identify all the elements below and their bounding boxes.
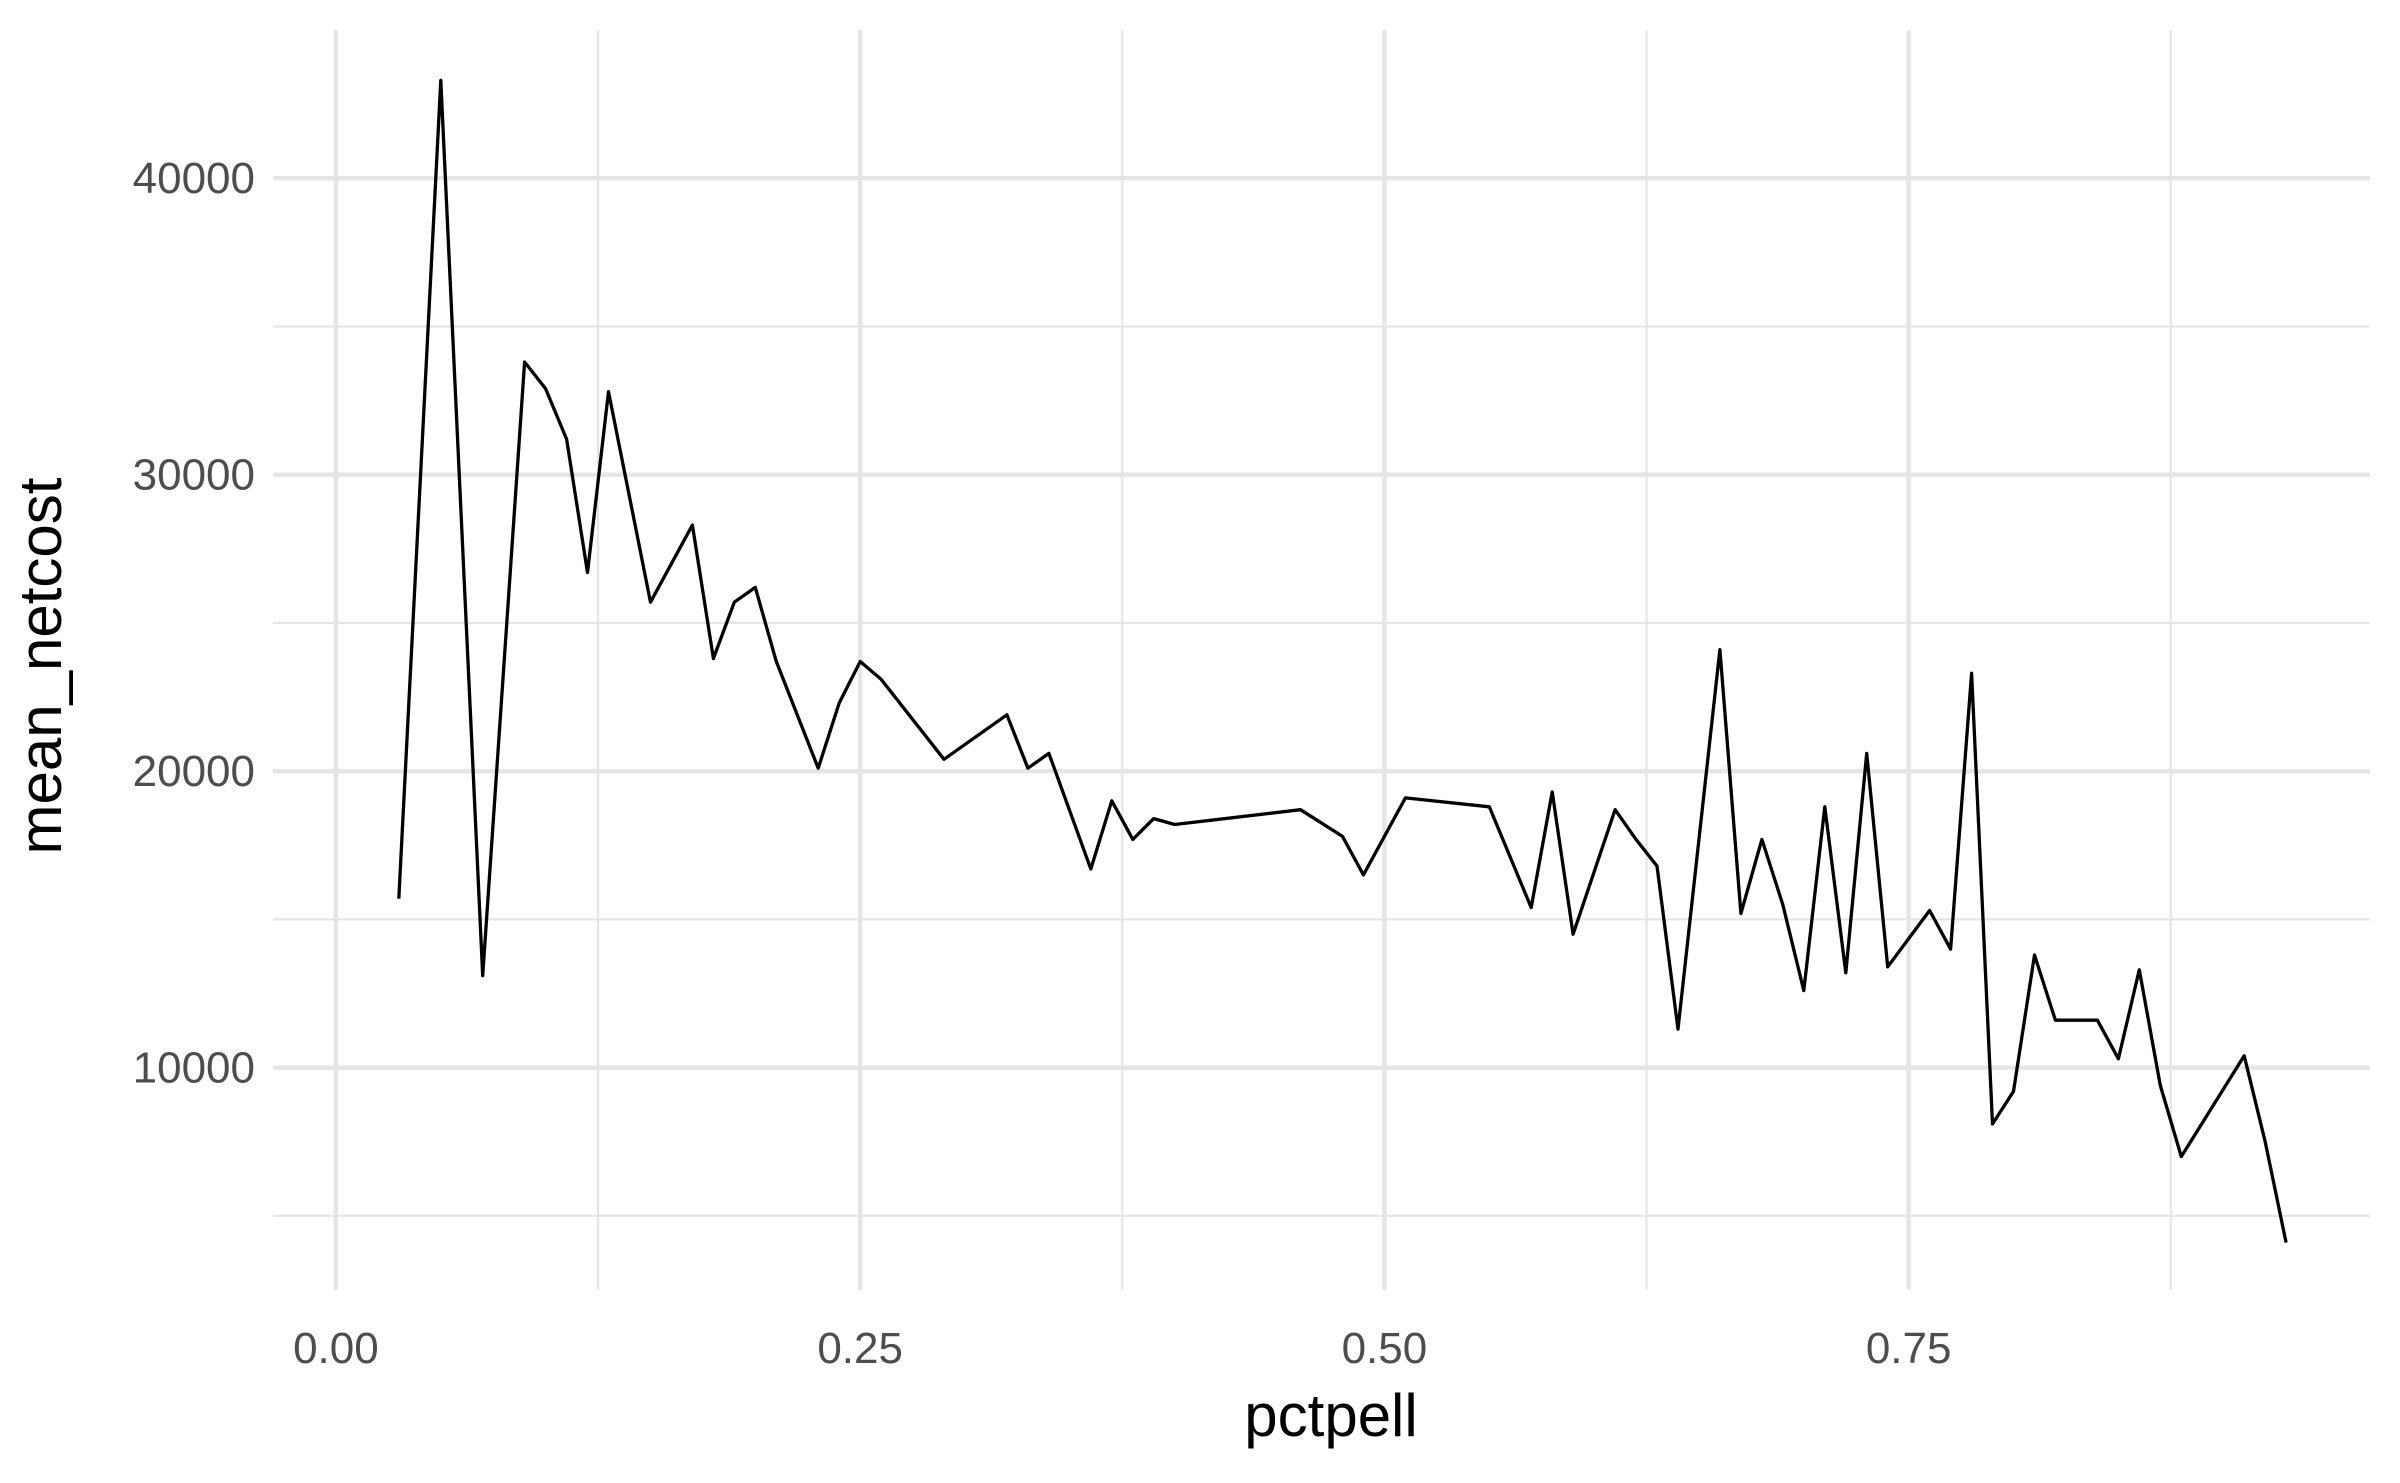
- x-axis-tick-labels: 0.00 0.25 0.50 0.75: [293, 1324, 1951, 1373]
- plot-data: [397, 78, 2288, 1243]
- major-gridlines: [273, 30, 2370, 1290]
- y-tick-label: 20000: [133, 747, 255, 796]
- x-axis-title: pctpell: [1244, 1382, 1417, 1449]
- y-axis-tick-labels: 10000 20000 30000 40000: [133, 154, 255, 1092]
- x-tick-label: 0.25: [817, 1324, 903, 1373]
- minor-gridlines: [273, 30, 2370, 1290]
- y-tick-label: 10000: [133, 1044, 255, 1093]
- x-tick-label: 0.75: [1866, 1324, 1952, 1373]
- series-line: [397, 78, 2288, 1243]
- y-axis-title: mean_netcost: [7, 477, 74, 854]
- x-tick-label: 0.50: [1342, 1324, 1428, 1373]
- y-tick-label: 40000: [133, 154, 255, 203]
- x-tick-label: 0.00: [293, 1324, 379, 1373]
- y-tick-label: 30000: [133, 451, 255, 500]
